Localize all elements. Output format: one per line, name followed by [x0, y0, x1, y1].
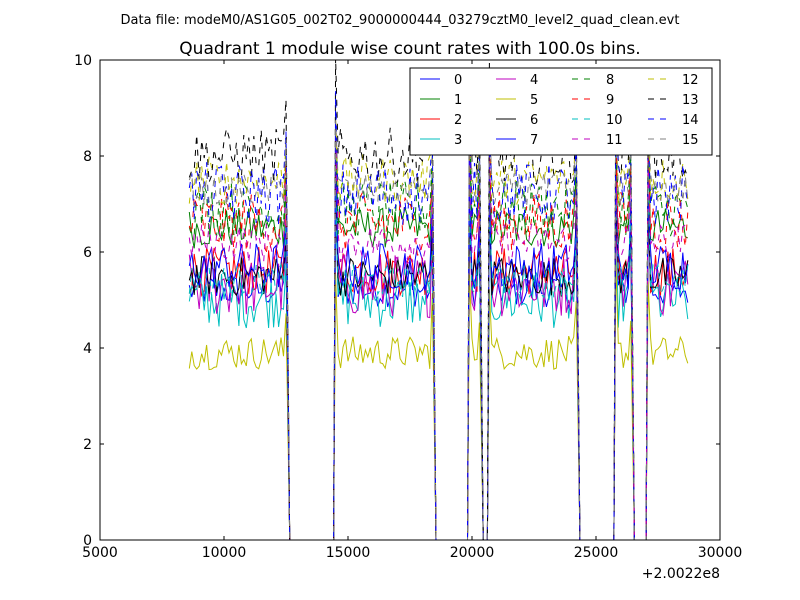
legend-label: 7	[530, 133, 538, 148]
x-tick-label: 25000	[574, 545, 619, 561]
legend-label: 14	[682, 113, 699, 128]
series-line-8	[188, 110, 689, 540]
chart-title: Quadrant 1 module wise count rates with …	[179, 39, 640, 59]
series-line-3	[188, 195, 689, 540]
series-line-10	[188, 178, 689, 540]
y-tick-label: 6	[83, 245, 92, 261]
legend-label: 1	[454, 93, 462, 108]
legend-label: 8	[606, 73, 614, 88]
x-tick-label: 15000	[326, 545, 371, 561]
series-line-14	[188, 91, 689, 540]
series-line-1	[188, 131, 689, 540]
legend-label: 5	[530, 93, 538, 108]
series-line-0	[188, 189, 689, 540]
legend-label: 13	[682, 93, 699, 108]
x-tick-label: 5000	[82, 545, 118, 561]
legend-label: 10	[606, 113, 623, 128]
series-line-4	[188, 201, 689, 540]
y-tick-label: 8	[83, 149, 92, 165]
legend-box	[409, 67, 713, 156]
series-line-5	[188, 259, 689, 540]
legend-label: 2	[454, 113, 462, 128]
y-tick-label: 4	[83, 341, 92, 357]
y-tick-label: 0	[83, 533, 92, 549]
x-tick-label: 30000	[698, 545, 743, 561]
legend-label: 4	[530, 73, 538, 88]
series-line-13	[188, 60, 689, 540]
x-tick-label: 10000	[202, 545, 247, 561]
legend-label: 3	[454, 133, 462, 148]
series-line-15	[188, 91, 689, 540]
series-layer	[188, 60, 689, 540]
legend-label: 15	[682, 133, 699, 148]
legend-label: 12	[682, 73, 699, 88]
series-line-11	[188, 137, 689, 540]
series-line-6	[188, 178, 689, 540]
series-line-9	[188, 121, 689, 540]
series-line-12	[188, 93, 689, 540]
x-offset-label: +2.0022e8	[642, 566, 720, 582]
legend-label: 11	[606, 133, 623, 148]
series-line-2	[188, 167, 689, 540]
legend-label: 6	[530, 113, 538, 128]
chart-suptitle: Data file: modeM0/AS1G05_002T02_90000004…	[121, 13, 680, 28]
y-tick-label: 2	[83, 437, 92, 453]
legend-label: 9	[606, 93, 614, 108]
legend-label: 0	[454, 73, 462, 88]
x-tick-label: 20000	[450, 545, 495, 561]
plot-frame	[99, 59, 721, 541]
y-tick-label: 10	[74, 53, 92, 69]
